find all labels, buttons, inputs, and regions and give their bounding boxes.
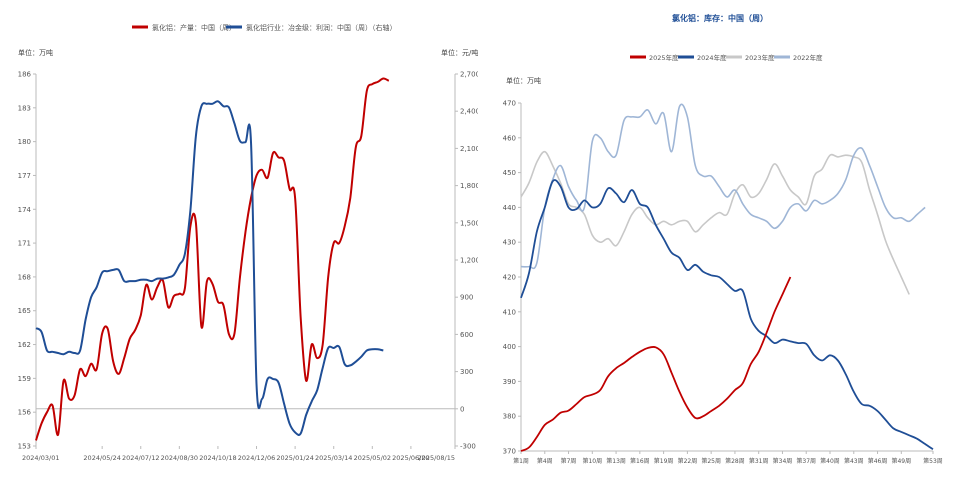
left-tick-label: 168 bbox=[18, 273, 31, 281]
left-chart: 氯化铝：产量：中国（周） 氯化铝行业：冶金级：利润：中国（周）（右轴） 单位：万吨 单… bbox=[18, 23, 478, 462]
x-tick-label: 第7周 bbox=[561, 457, 577, 465]
series-line-2023 bbox=[520, 150, 910, 295]
x-tick-label: 2024/05/24 bbox=[83, 454, 120, 462]
right-tick-label: 1,500 bbox=[460, 219, 478, 227]
legend-label-output: 氯化铝：产量：中国（周） bbox=[152, 23, 236, 32]
legend-label-2024: 2024年度 bbox=[697, 53, 727, 62]
legend-label-2022: 2022年度 bbox=[793, 53, 823, 62]
profit-line bbox=[35, 100, 384, 436]
right-tick-label: 600 bbox=[460, 331, 473, 339]
right-tick-label: 0 bbox=[460, 405, 464, 413]
chart-title: 氯化铝：库存：中国（周） bbox=[672, 13, 768, 23]
x-tick-label: 第37周 bbox=[796, 457, 816, 465]
y-tick-label: 370 bbox=[503, 448, 516, 456]
left-tick-label: 156 bbox=[18, 409, 32, 417]
left-tick-label: 153 bbox=[18, 443, 31, 451]
x-tick-label: 2025/05/02 bbox=[354, 454, 391, 462]
y-tick-label: 380 bbox=[503, 413, 516, 421]
x-tick-label: 第1周 bbox=[513, 457, 529, 465]
left-tick-label: 186 bbox=[18, 71, 32, 79]
output-line bbox=[35, 77, 390, 441]
unit-label: 单位：万吨 bbox=[506, 76, 541, 85]
left-tick-label: 177 bbox=[18, 172, 31, 180]
left-tick-label: 174 bbox=[18, 206, 32, 214]
right-tick-label: 1,200 bbox=[460, 257, 478, 265]
y-tick-label: 460 bbox=[503, 134, 516, 142]
right-chart: 氯化铝：库存：中国（周） 2025年度 2024年度 2023年度 2022年度单位：万… bbox=[503, 13, 943, 465]
right-unit-label: 单位：元/吨 bbox=[441, 48, 478, 57]
y-tick-label: 400 bbox=[503, 343, 516, 351]
x-tick-label: 第46周 bbox=[868, 457, 888, 465]
x-tick-label: 第22周 bbox=[678, 457, 698, 465]
left-tick-label: 159 bbox=[18, 375, 31, 383]
y-tick-label: 440 bbox=[503, 204, 516, 212]
left-tick-label: 180 bbox=[18, 138, 31, 146]
x-tick-label: 2025/01/24 bbox=[276, 454, 313, 462]
x-tick-label: 2024/08/30 bbox=[161, 454, 198, 462]
x-tick-label: 2025/06/20 bbox=[392, 454, 429, 462]
x-tick-label: 第28周 bbox=[725, 457, 745, 465]
x-tick-label: 第31周 bbox=[749, 457, 769, 465]
left-tick-label: 165 bbox=[18, 307, 31, 315]
right-tick-label: -300 bbox=[460, 443, 476, 451]
left-tick-label: 183 bbox=[18, 104, 31, 112]
x-tick-label: 第40周 bbox=[820, 457, 840, 465]
x-tick-label: 2024/03/01 bbox=[22, 454, 59, 462]
x-tick-label: 第53周 bbox=[923, 457, 943, 465]
x-tick-label: 2025/03/14 bbox=[315, 454, 352, 462]
x-tick-label: 第4周 bbox=[537, 457, 553, 465]
y-tick-label: 410 bbox=[503, 308, 516, 316]
y-tick-label: 470 bbox=[503, 100, 516, 108]
right-tick-label: 1,800 bbox=[460, 182, 478, 190]
x-tick-label: 2024/10/18 bbox=[199, 454, 236, 462]
x-tick-label: 第19周 bbox=[654, 457, 674, 465]
series-line-2022 bbox=[520, 103, 926, 270]
y-tick-label: 430 bbox=[503, 239, 516, 247]
y-tick-label: 390 bbox=[503, 378, 516, 386]
x-tick-label: 第10周 bbox=[582, 457, 602, 465]
x-tick-label: 2024/07/12 bbox=[122, 454, 159, 462]
legend-label-2023: 2023年度 bbox=[745, 53, 775, 62]
x-tick-label: 第13周 bbox=[606, 457, 626, 465]
right-tick-label: 300 bbox=[460, 368, 473, 376]
legend-label-profit: 氯化铝行业：冶金级：利润：中国（周）（右轴） bbox=[246, 23, 397, 32]
x-tick-label: 第49周 bbox=[891, 457, 911, 465]
left-tick-label: 162 bbox=[18, 341, 31, 349]
x-tick-label: 2025/08/15 bbox=[418, 454, 455, 462]
x-tick-label: 第43周 bbox=[844, 457, 864, 465]
left-unit-label: 单位：万吨 bbox=[18, 48, 53, 57]
right-tick-label: 2,100 bbox=[460, 145, 478, 153]
legend-label-2025: 2025年度 bbox=[649, 53, 679, 62]
y-tick-label: 420 bbox=[503, 274, 516, 282]
right-tick-label: 900 bbox=[460, 294, 473, 302]
series-line-2024 bbox=[520, 179, 934, 451]
x-tick-label: 第34周 bbox=[773, 457, 793, 465]
x-tick-label: 第16周 bbox=[630, 457, 650, 465]
series-line-2025 bbox=[520, 276, 792, 452]
left-tick-label: 171 bbox=[18, 240, 31, 248]
x-tick-label: 2024/12/06 bbox=[238, 454, 275, 462]
right-tick-label: 2,400 bbox=[460, 108, 478, 116]
x-tick-label: 第25周 bbox=[701, 457, 721, 465]
right-tick-label: 2,700 bbox=[460, 71, 478, 79]
y-tick-label: 450 bbox=[503, 169, 516, 177]
